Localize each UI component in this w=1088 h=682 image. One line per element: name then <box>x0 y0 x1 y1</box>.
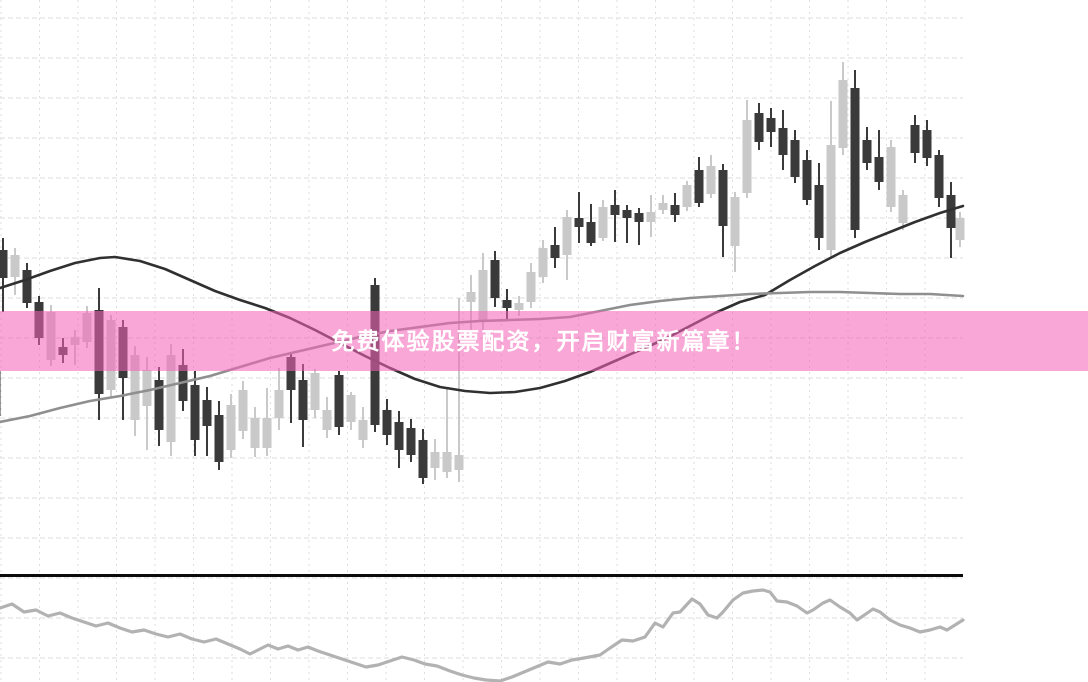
ma-dark-line <box>0 204 965 395</box>
candle-series <box>0 62 965 484</box>
indicator-line <box>0 588 965 682</box>
panel-divider-line <box>0 574 963 577</box>
promo-banner-text: 免费体验股票配资，开启财富新篇章！ <box>331 327 757 354</box>
promo-banner: 免费体验股票配资，开启财富新篇章！ <box>0 311 1088 371</box>
